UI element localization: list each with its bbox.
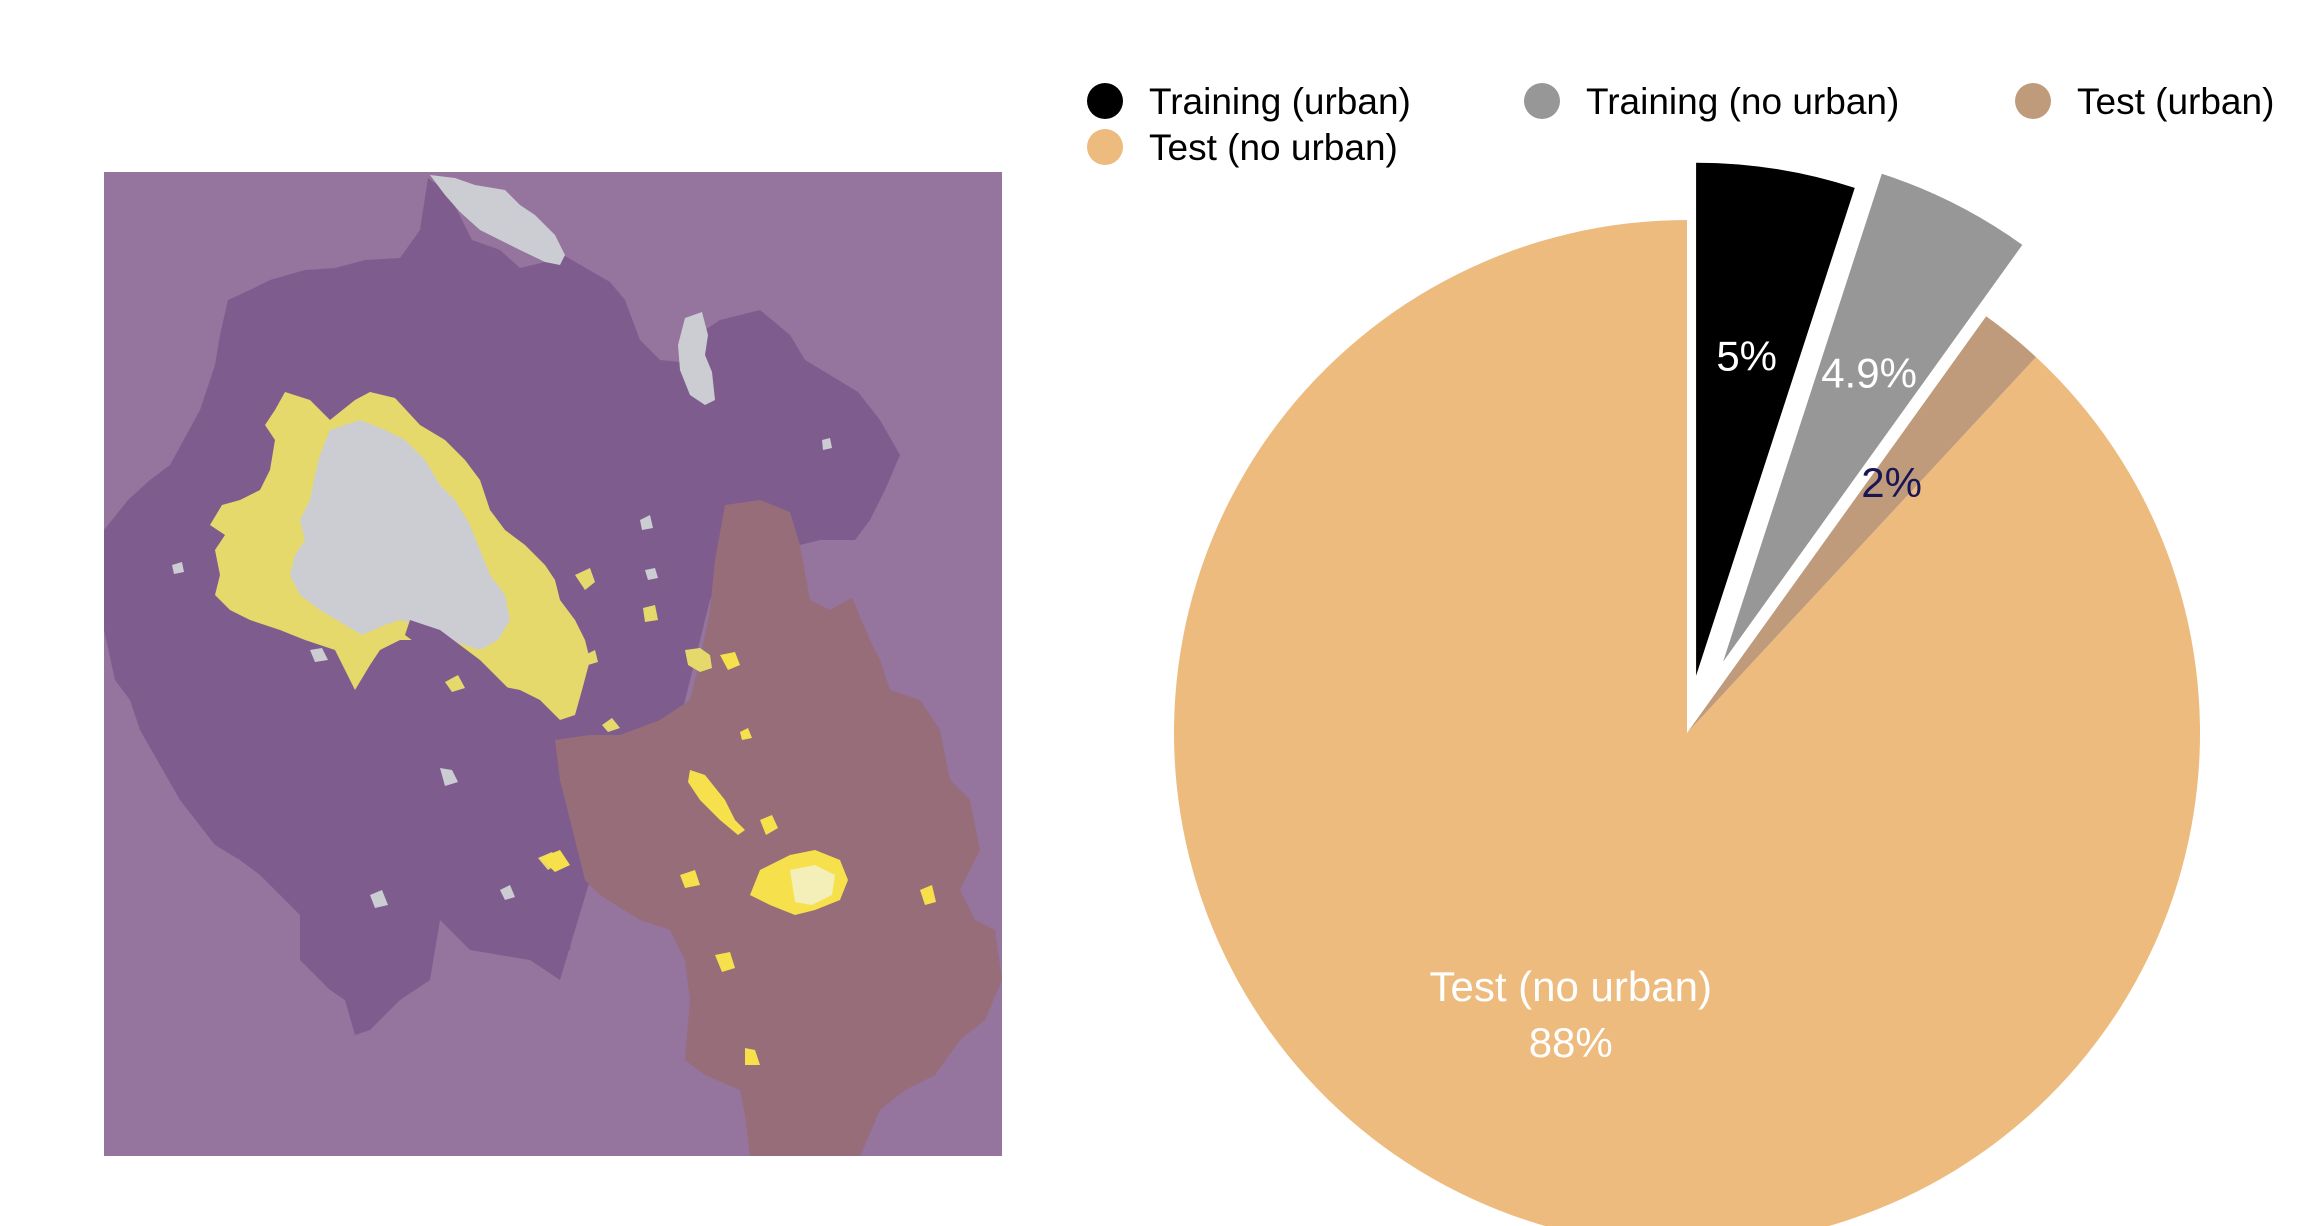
map-urban-gray-core xyxy=(290,420,510,650)
pie-slice-test-no-urban xyxy=(1174,220,2200,1226)
pie-slice-training-urban xyxy=(1696,162,1855,676)
legend-label-training-urban: Training (urban) xyxy=(1149,81,1411,122)
legend-label-test-urban: Test (urban) xyxy=(2077,81,2274,122)
pie-slices xyxy=(1174,162,2200,1226)
pie-slice-test-urban xyxy=(1687,316,2037,733)
pie-slice-label-test-no-urban: 88% xyxy=(1529,1019,1613,1066)
pie-slice-label-training-urban: 5% xyxy=(1716,333,1777,380)
map-urban-gray-north xyxy=(430,175,565,265)
legend: Training (urban) Training (no urban) Test … xyxy=(1087,81,2274,168)
legend-swatch-training-no-urban xyxy=(1524,83,1560,119)
legend-swatch-training-urban xyxy=(1087,83,1123,119)
map-boundary-diagonal xyxy=(405,620,550,730)
pie-slice-name-test-no-urban: Test (no urban) xyxy=(1429,963,1711,1010)
map-region-brown xyxy=(555,500,1002,1156)
map-urban-patches xyxy=(172,438,936,1065)
map-urban-gray-northeast xyxy=(678,312,715,405)
map-region-purple-south xyxy=(300,790,600,1035)
pie-slice-label-test-urban: 2% xyxy=(1861,459,1922,506)
pie-labels: 5% 4.9% 2% Test (no urban) 88% xyxy=(1429,333,1921,1067)
pie-slice-label-training-no-urban: 4.9% xyxy=(1821,349,1917,396)
legend-label-test-no-urban: Test (no urban) xyxy=(1149,127,1398,168)
legend-swatch-test-urban xyxy=(2015,83,2051,119)
study-area-map xyxy=(104,172,1002,1156)
legend-swatch-test-no-urban xyxy=(1087,129,1123,165)
legend-label-training-no-urban: Training (no urban) xyxy=(1586,81,1899,122)
pie-slice-training-no-urban xyxy=(1723,173,2023,662)
